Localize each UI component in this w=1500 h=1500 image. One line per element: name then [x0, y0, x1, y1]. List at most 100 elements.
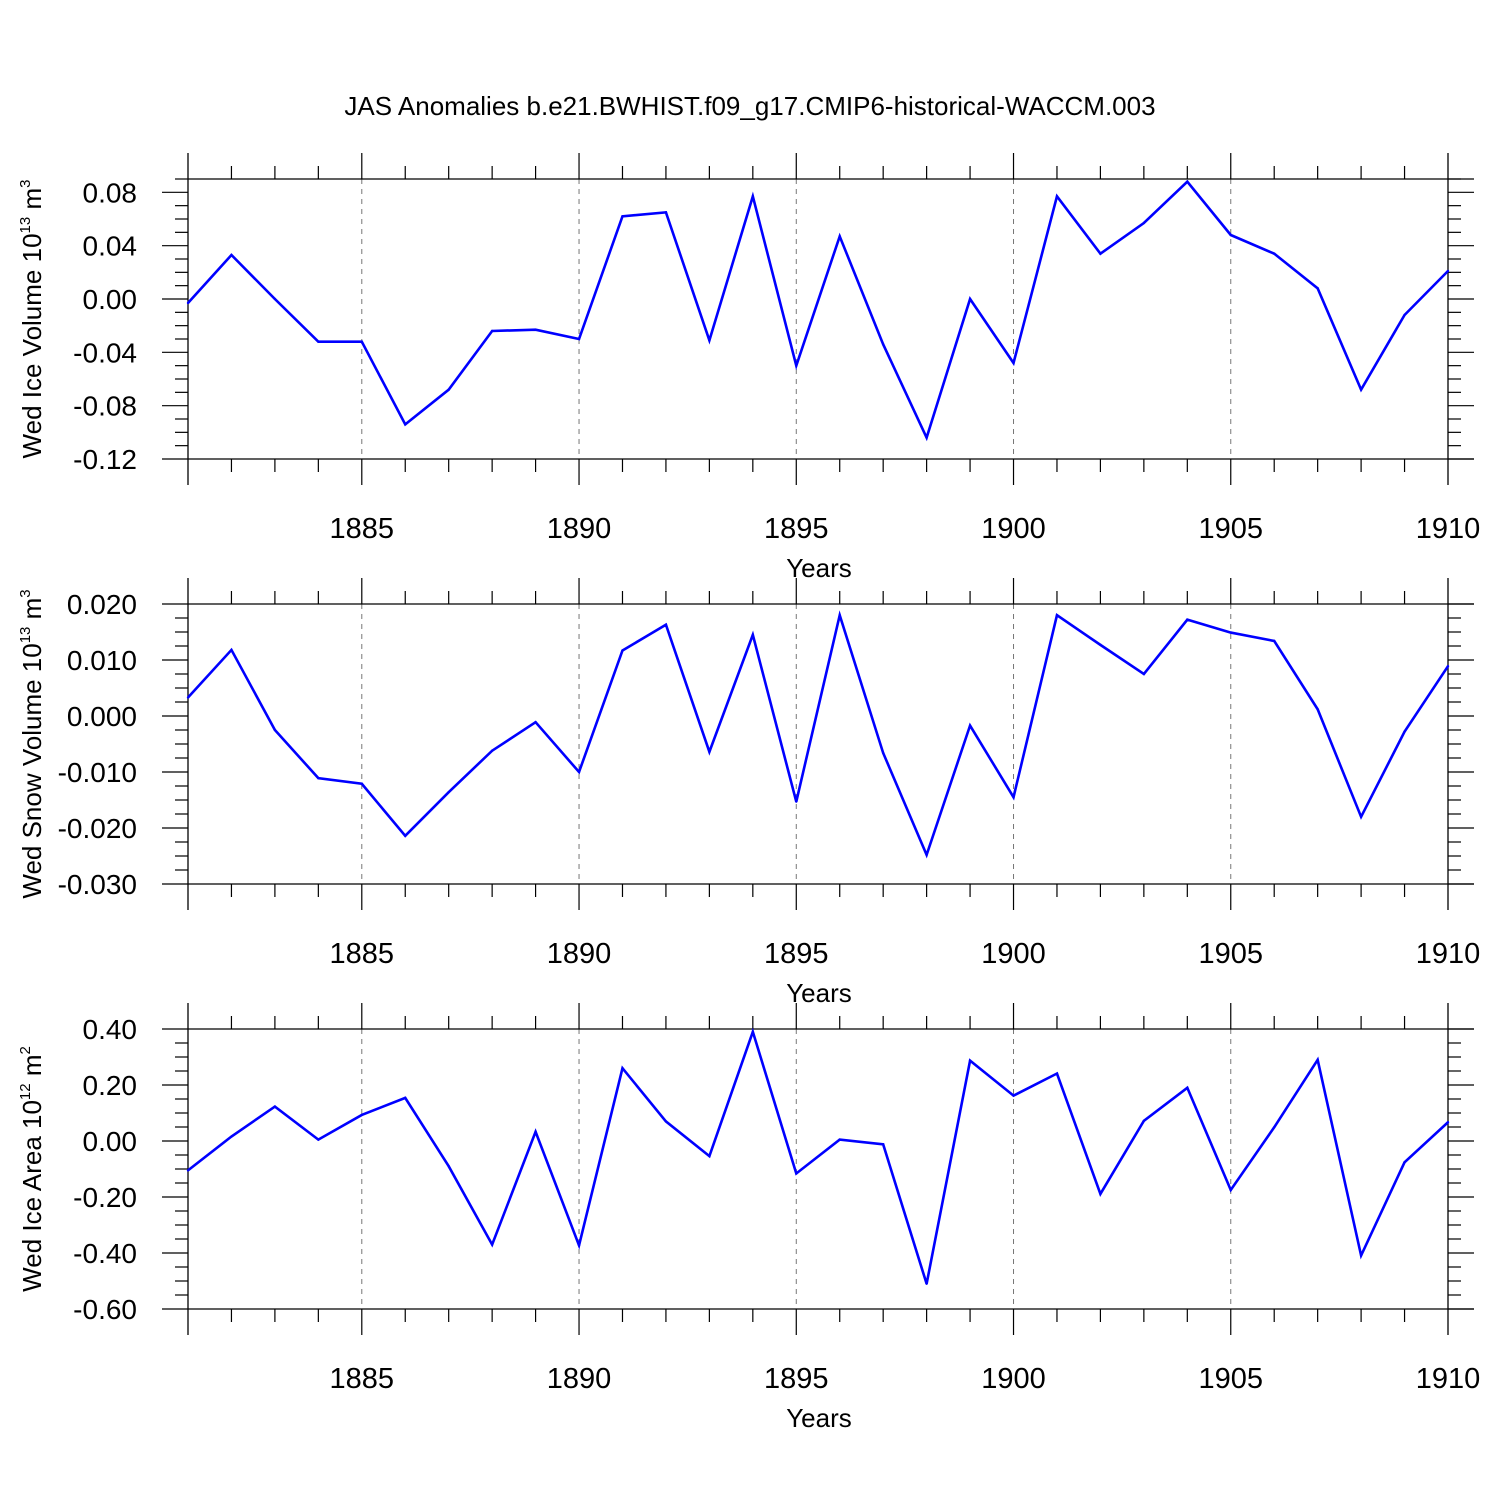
data-point — [404, 423, 407, 426]
data-point — [1099, 252, 1102, 255]
data-point — [1012, 796, 1015, 799]
y-tick-label: 0.20 — [83, 1070, 138, 1101]
data-point — [1316, 708, 1319, 711]
data-point — [968, 1059, 972, 1062]
data-point — [751, 633, 755, 636]
y-axis-unit: m — [17, 1055, 47, 1084]
y-tick-label: 0.40 — [83, 1014, 138, 1045]
y-axis-unit-power: 3 — [17, 180, 34, 188]
data-point — [1186, 180, 1189, 183]
data-point — [1229, 1188, 1232, 1192]
data-point — [838, 614, 841, 617]
data-point — [838, 235, 841, 238]
x-tick-label: 1900 — [981, 938, 1046, 970]
data-point — [534, 328, 537, 331]
x-tick-label: 1900 — [981, 1363, 1046, 1395]
data-point — [1446, 269, 1450, 273]
data-point — [360, 782, 363, 785]
data-point — [577, 770, 581, 774]
y-tick-label: -0.40 — [73, 1238, 137, 1269]
y-tick-label: -0.20 — [73, 1182, 137, 1213]
data-point — [664, 623, 668, 626]
data-point — [708, 339, 711, 342]
data-point — [317, 776, 320, 780]
data-point — [621, 215, 624, 218]
data-point — [534, 720, 537, 724]
data-point — [968, 724, 972, 727]
data-point — [447, 1165, 450, 1168]
y-axis-label-text: Wed Ice Volume 10 — [17, 233, 47, 458]
x-tick-label: 1905 — [1199, 513, 1264, 545]
y-axis-unit-power: 3 — [17, 589, 34, 597]
data-point — [1316, 287, 1319, 290]
data-point — [404, 834, 407, 838]
data-point — [1229, 233, 1232, 237]
data-point — [273, 728, 277, 732]
chart-title: JAS Anomalies b.e21.BWHIST.f09_g17.CMIP6… — [344, 91, 1155, 121]
data-point — [795, 364, 798, 367]
panel-1: -0.12 -0.08 -0.04 0.00 0.04 0.08 1885 1890 1895 1… — [17, 153, 1480, 583]
y-tick-label: 0.00 — [83, 1126, 138, 1157]
x-tick-label: 1895 — [764, 513, 829, 545]
data-point — [577, 337, 581, 341]
x-tick-label: 1910 — [1416, 513, 1481, 545]
data-point — [751, 1030, 755, 1034]
data-point — [968, 297, 972, 301]
y-axis-label-text: Wed Snow Volume 10 — [17, 643, 47, 898]
data-point — [186, 1169, 190, 1172]
data-point — [1055, 195, 1059, 198]
y-axis-unit: m — [17, 598, 47, 627]
y-axis-unit-exponent: 13 — [17, 217, 34, 234]
data-point — [534, 1130, 537, 1133]
y-tick-label: -0.030 — [58, 869, 137, 900]
data-point — [577, 1244, 581, 1247]
data-point — [1099, 1192, 1102, 1196]
y-axis-label: Wed Ice Area 1012 m2 — [17, 1046, 47, 1292]
data-point — [360, 1113, 363, 1117]
data-point — [186, 301, 190, 305]
data-point — [708, 750, 711, 754]
series-line — [187, 1027, 1449, 1285]
data-point — [1403, 1161, 1406, 1164]
data-point — [708, 1154, 711, 1158]
y-tick-label: 0.000 — [67, 701, 137, 732]
data-point — [925, 853, 928, 857]
data-point — [795, 800, 798, 803]
y-tick-label: -0.60 — [73, 1294, 137, 1325]
data-point — [1012, 1094, 1015, 1097]
data-point — [1273, 252, 1276, 255]
data-point — [1186, 1086, 1189, 1090]
data-point — [621, 649, 624, 652]
x-axis-label: Years — [786, 553, 852, 583]
x-tick-label: 1885 — [330, 1363, 395, 1395]
data-point — [1229, 631, 1232, 634]
data-point — [490, 329, 494, 333]
y-tick-label: -0.020 — [58, 813, 137, 844]
data-point — [838, 1138, 841, 1141]
data-point — [1055, 1072, 1059, 1075]
data-point — [664, 1120, 668, 1123]
data-point — [795, 1172, 798, 1175]
data-point — [490, 749, 494, 752]
data-point — [1359, 815, 1363, 818]
data-point — [1186, 618, 1189, 621]
x-tick-label: 1885 — [330, 938, 395, 970]
data-point — [1316, 1058, 1319, 1062]
data-point — [881, 343, 885, 346]
data-point — [230, 1135, 233, 1138]
data-point — [1359, 388, 1363, 391]
y-tick-label: 0.010 — [67, 645, 137, 676]
data-point — [360, 340, 363, 343]
data-point — [1403, 313, 1406, 317]
data-point — [230, 253, 233, 257]
y-tick-label: 0.020 — [67, 589, 137, 620]
y-tick-label: 0.08 — [83, 177, 138, 208]
data-point — [404, 1096, 407, 1100]
y-axis-unit-power: 2 — [17, 1046, 34, 1054]
data-point — [881, 751, 885, 755]
data-point — [664, 211, 668, 214]
x-axis-label: Years — [786, 978, 852, 1008]
x-tick-label: 1910 — [1416, 938, 1481, 970]
